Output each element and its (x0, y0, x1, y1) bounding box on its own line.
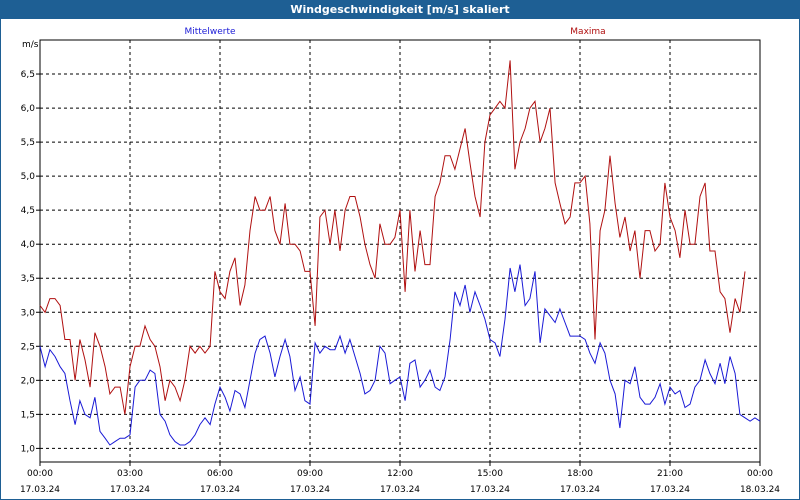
y-tick-label: 3,5 (21, 274, 35, 284)
x-tick-date-label: 18.03.24 (740, 485, 780, 495)
y-tick-label: 6,5 (21, 70, 35, 80)
x-axis-ticks: 00:00 17.03.24 03:00 17.03.24 06:00 17.03.24 0… (20, 462, 780, 495)
x-tick-time-label: 06:00 (207, 469, 233, 479)
y-tick-label: 2,0 (21, 376, 36, 386)
y-tick-label: 2,5 (21, 342, 35, 352)
x-tick-date-label: 17.03.24 (20, 485, 60, 495)
y-axis-label: m/s (22, 40, 39, 50)
x-tick-time-label: 15:00 (477, 469, 503, 479)
y-tick-label: 1,0 (21, 444, 36, 454)
x-tick-date-label: 17.03.24 (650, 485, 690, 495)
y-tick-label: 5,5 (21, 138, 35, 148)
x-tick-time-label: 21:00 (657, 469, 683, 479)
x-tick-time-label: 00:00 (747, 469, 773, 479)
series-line-mittelwerte (39, 264, 761, 446)
y-axis-ticks: 1,0 1,5 2,0 2,5 3,0 3,5 4,0 4,5 5,0 5,5 6,0 6,5 (21, 70, 40, 454)
grid-lines (40, 40, 760, 462)
chart-title-bar: Windgeschwindigkeit [m/s] skaliert (0, 0, 800, 19)
y-tick-label: 6,0 (21, 104, 36, 114)
series-line-maxima (39, 60, 746, 415)
y-tick-label: 3,0 (21, 308, 36, 318)
x-tick-time-label: 18:00 (567, 469, 593, 479)
legend-mittelwerte: Mittelwerte (184, 27, 235, 37)
y-tick-label: 5,0 (21, 172, 36, 182)
x-tick-date-label: 17.03.24 (380, 485, 420, 495)
series-lines (39, 60, 761, 446)
x-tick-date-label: 17.03.24 (200, 485, 240, 495)
chart-title: Windgeschwindigkeit [m/s] skaliert (290, 3, 510, 16)
x-tick-date-label: 17.03.24 (470, 485, 510, 495)
x-tick-time-label: 03:00 (117, 469, 143, 479)
y-tick-label: 4,5 (21, 206, 35, 216)
x-tick-date-label: 17.03.24 (290, 485, 330, 495)
x-tick-time-label: 09:00 (297, 469, 323, 479)
legend-maxima: Maxima (570, 27, 605, 37)
x-tick-time-label: 12:00 (387, 469, 413, 479)
y-tick-label: 4,0 (21, 240, 36, 250)
y-tick-label: 1,5 (21, 410, 35, 420)
x-tick-time-label: 00:00 (27, 469, 53, 479)
x-tick-date-label: 17.03.24 (110, 485, 150, 495)
x-tick-date-label: 17.03.24 (560, 485, 600, 495)
